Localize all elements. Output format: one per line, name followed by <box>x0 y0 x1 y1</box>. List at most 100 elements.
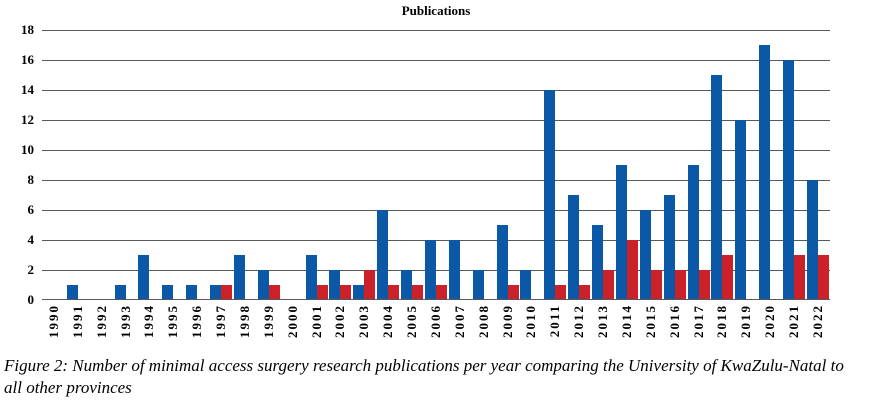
red-series-bar <box>579 285 591 300</box>
x-axis-year-label: 2012 <box>571 304 587 338</box>
x-axis-year-label: 2001 <box>308 304 324 338</box>
red-series-bar <box>722 255 734 300</box>
red-series-bar <box>650 270 662 300</box>
x-axis-year-label: 2019 <box>738 304 754 338</box>
blue-series-bar <box>377 210 389 300</box>
red-series-bar <box>364 270 376 300</box>
y-axis-tick-label: 8 <box>27 172 35 187</box>
bar-group <box>424 30 448 300</box>
red-series-bar <box>268 285 280 300</box>
x-axis-labels: 1990 1991 1992 1993 1994 1995 1996 1997 1998 1999… <box>42 304 830 356</box>
x-axis-year-label: 2000 <box>284 304 300 338</box>
blue-series-bar <box>329 270 341 300</box>
blue-series-bar <box>735 120 747 300</box>
bar-group <box>400 30 424 300</box>
blue-series-bar <box>305 255 317 300</box>
x-axis-tick: 1995 <box>161 304 185 356</box>
x-axis-year-label: 2014 <box>618 304 634 338</box>
y-axis-tick-label: 10 <box>21 142 34 157</box>
gridline <box>42 120 830 121</box>
x-axis-tick: 1996 <box>185 304 209 356</box>
x-axis-tick: 2018 <box>711 304 735 356</box>
x-axis-tick: 2007 <box>448 304 472 356</box>
red-series-bar <box>794 255 806 300</box>
x-axis-tick: 2011 <box>543 304 567 356</box>
x-axis-tick: 2005 <box>400 304 424 356</box>
x-axis-tick: 2022 <box>806 304 830 356</box>
gridline <box>42 270 830 271</box>
x-axis-year-label: 2017 <box>690 304 706 338</box>
blue-series-bar <box>711 75 723 300</box>
x-axis-year-label: 1997 <box>213 304 229 338</box>
bar-group <box>472 30 496 300</box>
x-axis-year-label: 2011 <box>547 304 563 338</box>
gridline <box>42 30 830 31</box>
x-axis-tick: 1999 <box>257 304 281 356</box>
x-axis-line <box>42 299 830 300</box>
x-axis-year-label: 2003 <box>356 304 372 338</box>
red-series-bar <box>388 285 400 300</box>
bar-group <box>90 30 114 300</box>
bar-group <box>520 30 544 300</box>
y-axis-tick-label: 18 <box>21 22 34 37</box>
gridline <box>42 90 830 91</box>
x-axis-tick: 2002 <box>329 304 353 356</box>
x-axis-tick: 2013 <box>591 304 615 356</box>
blue-series-bar <box>615 165 627 300</box>
bar-group <box>639 30 663 300</box>
bar-group <box>209 30 233 300</box>
x-axis-tick: 1990 <box>42 304 66 356</box>
red-series-bar <box>412 285 424 300</box>
x-axis-tick: 2014 <box>615 304 639 356</box>
x-axis-year-label: 1990 <box>45 304 61 338</box>
bar-group <box>543 30 567 300</box>
y-axis-tick-label: 12 <box>21 112 34 127</box>
bar-group <box>66 30 90 300</box>
bar-group <box>281 30 305 300</box>
bar-group <box>352 30 376 300</box>
red-series-bar <box>221 285 233 300</box>
x-axis-tick: 2021 <box>782 304 806 356</box>
x-axis-tick: 2019 <box>734 304 758 356</box>
blue-series-bar <box>424 240 436 300</box>
red-series-bar <box>507 285 519 300</box>
bar-group <box>782 30 806 300</box>
blue-series-bar <box>162 285 174 300</box>
red-series-bar <box>555 285 567 300</box>
x-axis-year-label: 1996 <box>189 304 205 338</box>
x-axis-tick: 2008 <box>472 304 496 356</box>
blue-series-bar <box>520 270 532 300</box>
x-axis-year-label: 2016 <box>666 304 682 338</box>
red-series-bar <box>698 270 710 300</box>
blue-series-bar <box>401 270 413 300</box>
x-axis-year-label: 2022 <box>809 304 825 338</box>
bar-group <box>806 30 830 300</box>
x-axis-tick: 1993 <box>114 304 138 356</box>
bar-group <box>376 30 400 300</box>
figure-caption-line-2: all other provinces <box>4 378 132 397</box>
blue-series-bar <box>663 195 675 300</box>
y-axis-tick-label: 16 <box>21 52 34 67</box>
y-axis-labels: 0 2 4 6 8 10 12 14 16 18 <box>0 22 35 307</box>
x-axis-year-label: 2002 <box>332 304 348 338</box>
gridline <box>42 240 830 241</box>
red-series-bar <box>340 285 352 300</box>
bar-group <box>687 30 711 300</box>
x-axis-year-label: 1992 <box>93 304 109 338</box>
bar-group <box>448 30 472 300</box>
blue-series-bar <box>448 240 460 300</box>
bar-group <box>567 30 591 300</box>
blue-series-bar <box>759 45 771 300</box>
x-axis-tick: 1992 <box>90 304 114 356</box>
x-axis-tick: 2012 <box>567 304 591 356</box>
blue-series-bar <box>592 225 604 300</box>
x-axis-tick: 2006 <box>424 304 448 356</box>
red-series-bar <box>316 285 328 300</box>
x-axis-tick: 2015 <box>639 304 663 356</box>
y-axis-tick-label: 2 <box>27 262 35 277</box>
blue-series-bar <box>568 195 580 300</box>
red-series-bar <box>817 255 829 300</box>
blue-series-bar <box>186 285 198 300</box>
figure-caption-line-1: Figure 2: Number of minimal access surge… <box>4 356 844 375</box>
